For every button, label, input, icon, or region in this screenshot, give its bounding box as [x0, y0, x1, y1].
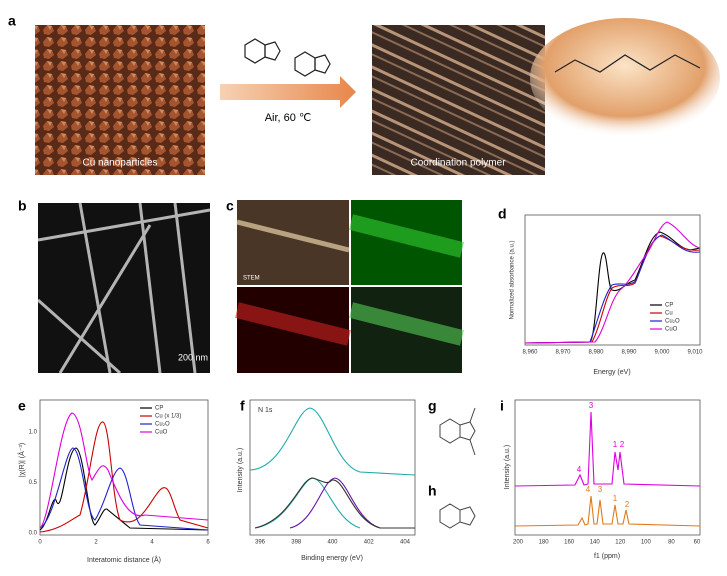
caption: Cu nanoparticles	[82, 158, 157, 169]
scale-bar: 200 nm	[178, 352, 208, 362]
legend-label: CuO	[665, 327, 678, 333]
peak-label: 1	[613, 494, 618, 503]
x-tick-label: 8,990	[621, 350, 637, 356]
x-tick-label: 140	[590, 540, 601, 546]
x-tick-label: 404	[400, 540, 411, 546]
zoom-rod	[530, 18, 720, 138]
sem-image	[38, 203, 210, 373]
x-tick-label: 0	[38, 540, 42, 546]
x-tick-label: 180	[539, 540, 550, 546]
x-tick-label: 8,960	[522, 350, 538, 356]
y-axis-label: |χ(R)| (Å⁻³)	[17, 443, 26, 477]
x-tick-label: 402	[364, 540, 375, 546]
panel-label: c	[226, 198, 234, 214]
peak-label: 2	[620, 440, 625, 449]
x-axis-label: f1 (ppm)	[594, 553, 620, 560]
annotation: N 1s	[258, 407, 273, 414]
axes	[39, 399, 209, 536]
x-tick-label: 8,980	[588, 350, 604, 356]
peak-label: 2	[625, 500, 630, 509]
y-axis-label: Normalized absorbance (a.u.)	[510, 240, 516, 319]
legend-label: CP	[665, 303, 673, 309]
panel-label: h	[428, 483, 437, 499]
arrow	[220, 76, 356, 108]
legend-label: Cu₂O	[665, 319, 680, 325]
peak-label: 3	[598, 485, 603, 494]
wires	[37, 202, 211, 375]
panel-label: g	[428, 398, 437, 414]
x-tick-label: 9,010	[687, 350, 703, 356]
condition: Air, 60 ℃	[265, 112, 312, 124]
panel-label: d	[498, 206, 507, 222]
x-tick-label: 400	[327, 540, 338, 546]
peak-label: 3	[589, 401, 594, 410]
panel-label: e	[18, 398, 26, 414]
peak-label: 4	[586, 485, 591, 494]
x-axis-label: Energy (eV)	[593, 369, 630, 376]
peak-label: 4	[577, 465, 582, 474]
x-tick-label: 4	[150, 540, 154, 546]
x-tick-label: 120	[615, 540, 626, 546]
legend-label: CP	[155, 406, 163, 412]
x-tick-label: 2	[94, 540, 98, 546]
x-tick-label: 80	[668, 540, 675, 546]
panel-label: f	[240, 398, 245, 414]
spectra	[39, 412, 209, 533]
x-tick-label: 396	[255, 540, 266, 546]
y-axis-label: Intensity (a.u.)	[504, 445, 511, 489]
panel-label: i	[500, 398, 504, 414]
x-tick-label: 9,000	[654, 350, 670, 356]
axes	[514, 399, 701, 536]
x-tick-label: 398	[291, 540, 302, 546]
tile-label: STEM	[243, 276, 260, 282]
structure	[439, 407, 476, 456]
x-tick-label: 200	[513, 540, 524, 546]
chain	[554, 54, 701, 73]
spectra	[524, 221, 701, 344]
axes	[249, 399, 416, 536]
x-tick-label: 6	[206, 540, 210, 546]
panel-label: a	[8, 13, 16, 29]
legend-label: Cu₂O	[155, 422, 170, 428]
x-axis-label: Interatomic distance (Å)	[87, 555, 161, 564]
structure	[439, 503, 476, 529]
y-axis-label: Intensity (a.u.)	[237, 448, 244, 492]
panel-label: b	[18, 198, 27, 214]
legend-label: CuO	[155, 430, 168, 436]
y-tick-label: 1.0	[29, 430, 38, 436]
x-tick-label: 60	[694, 540, 701, 546]
legend-label: Cu (x 1/3)	[155, 414, 181, 420]
spectra	[514, 411, 701, 527]
polymer-image	[372, 25, 545, 175]
legend-label: Cu	[665, 311, 673, 317]
x-tick-label: 8,970	[555, 350, 571, 356]
peak-label: 1	[613, 440, 618, 449]
x-axis-label: Binding energy (eV)	[301, 555, 363, 562]
stem-tile	[237, 200, 349, 285]
spectra	[249, 407, 416, 529]
y-tick-label: 0.5	[29, 480, 38, 486]
x-tick-label: 160	[564, 540, 575, 546]
molecule	[244, 38, 331, 77]
x-tick-label: 100	[641, 540, 652, 546]
axes	[524, 214, 701, 346]
nanoparticle-image	[35, 25, 205, 175]
caption: Coordination polymer	[410, 158, 506, 169]
y-tick-label: 0.0	[29, 531, 38, 537]
